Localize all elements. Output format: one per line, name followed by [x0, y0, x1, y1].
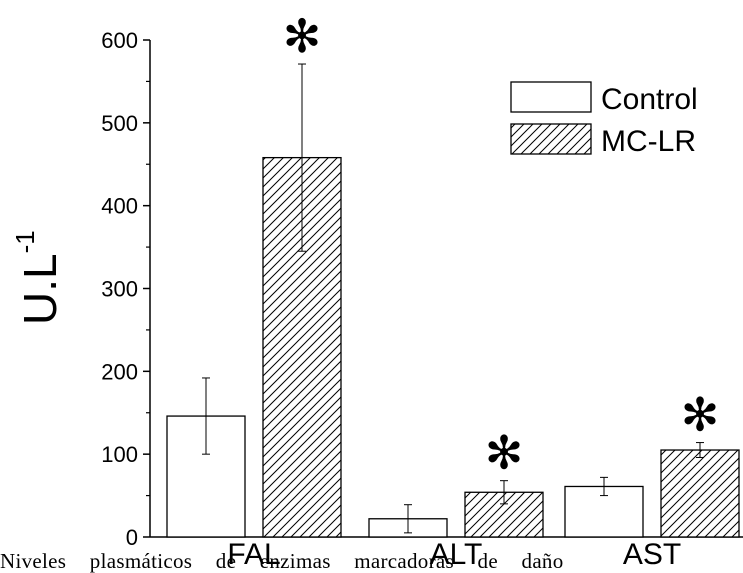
significance-marker: ✻ [485, 426, 524, 480]
figure-caption: Niveles plasmáticos de enzimas marcadora… [0, 549, 564, 573]
x-tick-label-AST: AST [623, 538, 681, 571]
y-tick-label: 500 [101, 111, 138, 136]
legend-label-MC-LR: MC-LR [601, 125, 696, 158]
bars-layer [166, 63, 740, 538]
y-tick-label: 100 [101, 442, 138, 467]
y-axis-label-superscript: -1 [10, 230, 40, 253]
bar-FAL-Control [166, 415, 246, 538]
y-tick-label: 200 [101, 359, 138, 384]
legend-swatch-MC-LR [510, 123, 592, 155]
bar-AST-MC-LR [660, 449, 740, 538]
x-tick-label-ALT: ALT [430, 538, 483, 571]
legend: Control MC-LR [510, 81, 698, 158]
y-axis-label: U.L-1 [10, 230, 66, 325]
legend-label-Control: Control [601, 83, 698, 116]
labels-layer: ✻ FAL ✻ ALT ✻ AST [227, 9, 719, 571]
x-tick-label-FAL: FAL [227, 538, 280, 571]
y-tick-label: 300 [101, 277, 138, 302]
significance-marker: ✻ [283, 9, 322, 63]
significance-marker: ✻ [681, 388, 720, 442]
y-tick-label: 600 [101, 28, 138, 53]
y-axis-label-text: U.L [14, 253, 66, 325]
y-axis: 0 100 200 300 400 500 600 [101, 28, 743, 550]
y-tick-label: 400 [101, 194, 138, 219]
y-tick-label: 0 [126, 525, 138, 550]
legend-swatch-Control [510, 81, 592, 113]
